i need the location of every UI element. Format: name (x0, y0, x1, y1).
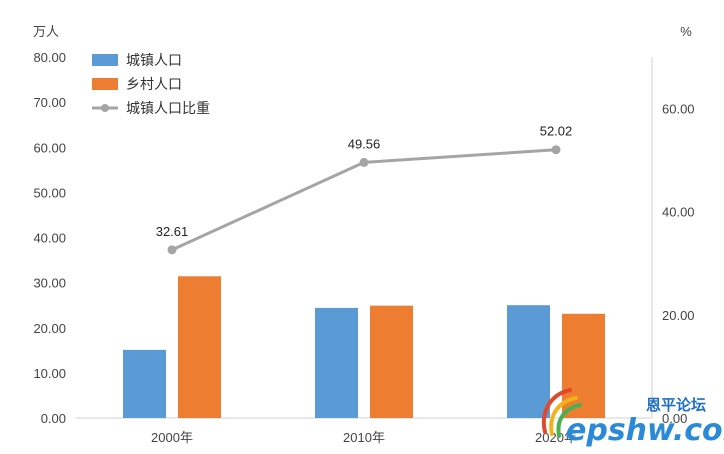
watermark-en-text: epshw.com (566, 413, 724, 448)
bar-urban (123, 349, 166, 418)
left-tick-label: 30.00 (33, 276, 66, 291)
bar-urban (507, 305, 550, 418)
left-tick-label: 10.00 (33, 366, 66, 381)
urban-share-point (167, 245, 177, 255)
watermark-swoosh-red (541, 388, 572, 434)
left-tick-label: 20.00 (33, 321, 66, 336)
left-tick-label: 50.00 (33, 185, 66, 200)
watermark-swoosh-yellow (549, 396, 578, 436)
right-tick-label: 60.00 (662, 102, 695, 117)
right-tick-label: 0.00 (662, 411, 687, 426)
bar-rural (178, 276, 221, 418)
urban-share-data-label: 49.56 (348, 136, 381, 151)
right-tick-label: 40.00 (662, 205, 695, 220)
left-tick-label: 0.00 (41, 411, 66, 426)
bar-rural (370, 305, 413, 418)
left-tick-label: 70.00 (33, 95, 66, 110)
urban-share-data-label: 32.61 (156, 224, 189, 239)
urban-share-data-label: 52.02 (540, 124, 573, 139)
left-tick-label: 80.00 (33, 50, 66, 65)
legend-swatch-marker (101, 104, 109, 112)
right-tick-label: 20.00 (662, 308, 695, 323)
legend-label: 城镇人口 (126, 52, 182, 68)
bar-urban (315, 307, 358, 418)
legend-swatch (92, 78, 118, 90)
left-tick-label: 60.00 (33, 140, 66, 155)
x-tick-label: 2010年 (343, 430, 385, 445)
urban-share-point (551, 145, 561, 155)
axes: 0.00 10.00 20.00 30.00 40.00 50.00 60.00 70.00 8… (33, 24, 695, 445)
legend-swatch (92, 54, 118, 66)
right-axis-unit: % (680, 24, 692, 39)
x-tick-label: 2000年 (151, 430, 193, 445)
watermark-swoosh-green (556, 403, 582, 438)
left-tick-label: 40.00 (33, 231, 66, 246)
urban-share-point (359, 157, 369, 167)
watermark-cn-text: 恩平论坛 (646, 396, 706, 414)
line-series: 32.61 49.56 52.02 (156, 124, 573, 255)
legend-label: 城镇人口比重 (126, 100, 210, 116)
left-axis-unit: 万人 (33, 24, 59, 39)
legend-label: 乡村人口 (126, 76, 182, 92)
bars (123, 276, 605, 418)
